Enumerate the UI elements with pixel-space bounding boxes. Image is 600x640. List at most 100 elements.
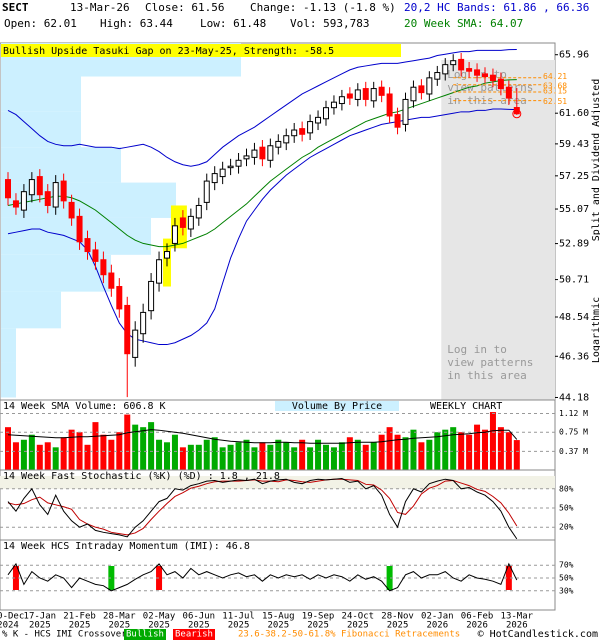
overbought-zone [0,476,555,489]
x-tick-year: 2025 [108,621,130,631]
volume-by-price-bar [1,362,16,398]
candle-body [489,74,496,82]
volume-bar [458,432,465,470]
volume-bar [315,439,322,470]
candle-body [251,149,258,158]
candle-body [458,58,465,71]
bands: 20,2 HC Bands: 61.86 , 66.36 [404,1,589,14]
volume-by-price-bar [1,291,61,329]
y-tick-label: 80% [559,484,574,493]
y-tick-label: 0.37 M [559,447,588,456]
volume-bar [426,439,433,470]
candle-body [44,191,51,206]
x-tick-label: 15-Aug [262,612,295,622]
change: Change: -1.13 (-1.8 %) [250,1,396,14]
annotation-bg [1,44,401,57]
panel-title: 14 Week SMA Volume: 606.8 K [3,401,166,412]
candle-body [259,146,266,160]
fib-label: 62.51 [543,97,567,106]
volume-bar [323,444,329,470]
candle-body [203,180,210,203]
volume-bar [20,439,27,470]
candle-body [132,329,139,358]
candle-body [330,101,337,109]
volume-bar [235,442,242,470]
volume-by-price-bar [1,328,16,363]
volume-by-price-bar [1,111,81,148]
imi-signal [12,566,19,590]
volume-bar [164,442,170,470]
candle-body [354,89,361,100]
volume-bar [116,432,123,470]
upper-band [7,49,517,167]
candle-body [211,173,218,184]
volume-bar [100,434,107,470]
volume-bar [219,447,226,470]
symbol: SECT [2,1,29,14]
x-tick-label: 24-Oct [342,612,375,622]
volume-bar [442,429,449,470]
stoch-d [7,478,518,536]
candle-body [378,86,385,96]
vbp-title-bg [275,401,399,411]
volume-bar [52,447,59,470]
x-tick-year: 2026 [466,621,488,631]
fib-label: 64.21 [543,72,567,81]
imi-line [7,562,518,592]
candle-body [68,201,75,219]
volume-bar [44,442,51,470]
y-tick-label: 52.89 [559,239,589,250]
low: Low: 61.48 [200,17,266,30]
fib-label: 63.15 [543,86,567,95]
x-tick-label: 02-Jan [421,612,454,622]
volume-bar [402,437,409,470]
copyright: © HotCandlestick.com [478,629,598,640]
candle-body [164,251,170,259]
volume-bar [12,442,19,470]
y-tick-label: 44.18 [559,392,589,403]
y-tick-label: 61.60 [559,108,589,119]
x-tick-year: 2025 [347,621,369,631]
candle-body [323,107,329,120]
candle-body [20,191,27,211]
candle-body [410,86,417,102]
y-tick-label: 50% [559,574,574,583]
candle-body [108,272,115,289]
y-tick-label: 59.43 [559,139,589,150]
locked-text: in this area [447,369,526,382]
candle-body [195,204,202,219]
volume-bar [92,422,99,470]
candle-body [12,200,19,208]
x-tick-label: 21-Feb [63,612,96,622]
y-tick-label: 48.54 [559,312,589,323]
candle-body [179,217,186,228]
last-marker [512,109,522,119]
side-label: Split and Dividend Adjusted [591,79,600,242]
crossover: % K - HCS IMI Crossover, [2,630,132,640]
panel-title: 14 Week Fast Stochastic (%K) (%D) : 1.8 … [3,471,280,482]
candle-body [434,72,441,80]
volume-bar [466,434,473,470]
x-tick-year: 2025 [188,621,210,631]
candle-body [299,128,306,135]
imi-signal [386,566,393,590]
bearish-swatch [173,629,215,640]
volume-bar [267,444,274,470]
candle-body [346,93,353,99]
volume-bar [259,442,266,470]
y-tick-label: 70% [559,561,574,570]
candle-body [227,165,234,169]
panel-title: 14 Week HCS Intraday Momentum (IMI): 46.… [3,541,250,552]
volume-bar [489,412,496,470]
candle-body [156,259,163,284]
candle-body [171,225,178,244]
high: High: 63.44 [100,17,173,30]
candle-body [100,259,107,276]
volume-bar [5,427,11,470]
candle-body [362,88,369,100]
volume-bar [505,432,512,470]
volume-bar [251,447,258,470]
candle-body [36,176,43,196]
candle-body [148,280,155,312]
